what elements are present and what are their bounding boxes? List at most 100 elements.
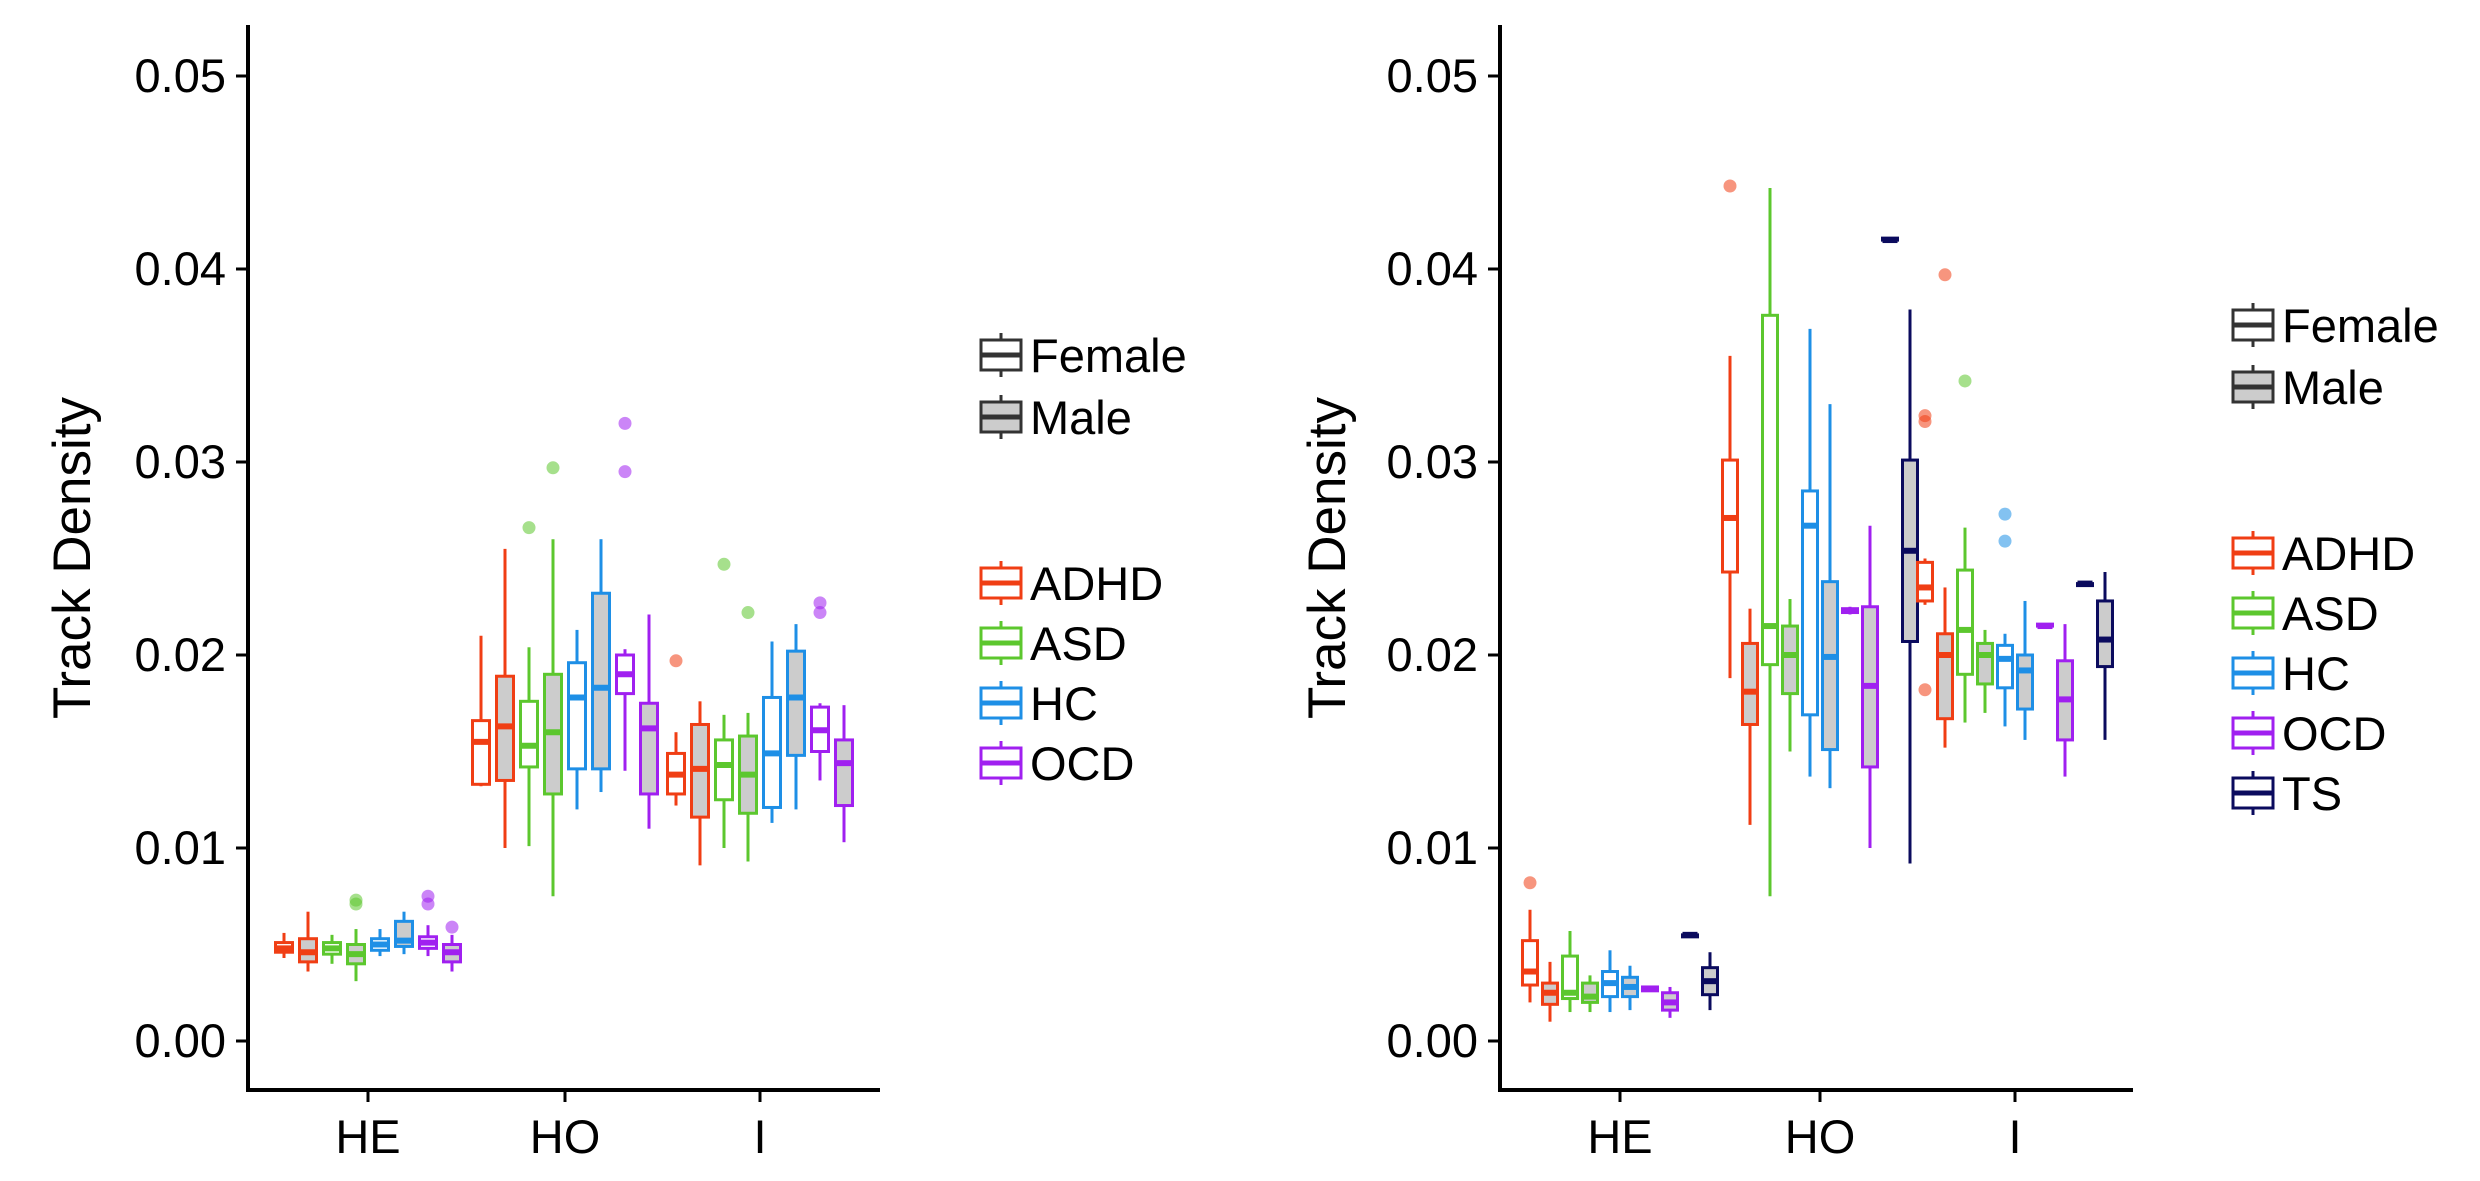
box-body (1996, 643, 2014, 690)
box-HO-ADHD-female (471, 635, 491, 787)
outlier-point (669, 654, 683, 668)
box-HO-HC-female (567, 629, 587, 810)
y-tick-label: 0.05 (135, 49, 226, 102)
legend-label-ocd: OCD (2282, 707, 2386, 760)
box-body (639, 701, 659, 796)
y-tick-label: 0.01 (1387, 821, 1478, 874)
box-body (1976, 641, 1994, 686)
legend-key-ocd (2231, 711, 2275, 755)
y-axis-title: Track Density (43, 397, 102, 719)
box-HO-ASD-female (519, 521, 539, 847)
outlier-point (1723, 179, 1737, 193)
box-HO-ASD-female (1761, 187, 1779, 897)
outlier-point (1958, 374, 1972, 388)
outlier-point (421, 889, 435, 903)
box-HE-ASD-female (1561, 930, 1579, 1013)
y-tick-label: 0.02 (1387, 628, 1478, 681)
box-body (1916, 560, 1934, 603)
box-I-ADHD-female (1916, 409, 1934, 697)
legend-key-female (2231, 303, 2275, 347)
box-HE-ASD-male (346, 893, 366, 982)
legend-label-asd: ASD (1030, 617, 1127, 670)
y-tick-label: 0.05 (1387, 49, 1478, 102)
box-I-OCD-female (810, 596, 830, 781)
box-body (567, 661, 587, 771)
box-body (1741, 641, 1759, 726)
box-body (1936, 632, 1954, 721)
box-HE-ADHD-male (298, 911, 318, 972)
y-tick-label: 0.04 (1387, 242, 1478, 295)
legend-label-ts: TS (2282, 767, 2342, 820)
box-I-HC-male (2016, 600, 2034, 740)
box-body (1956, 568, 1974, 676)
box-HO-OCD-male (639, 614, 659, 829)
box-HO-OCD-female (615, 416, 635, 771)
box-HO-TS-female (1881, 236, 1899, 244)
box-HO-ADHD-male (1741, 608, 1759, 825)
x-tick-label: I (753, 1110, 766, 1163)
outlier-point (1998, 507, 2012, 521)
outlier-point (717, 557, 731, 571)
outlier-point (618, 465, 632, 479)
box-I-OCD-female (2036, 622, 2054, 630)
x-tick-label: HE (335, 1110, 400, 1163)
outlier-point (813, 596, 827, 610)
box-I-HC-female (1996, 507, 2014, 727)
legend-key-ts (2231, 771, 2275, 815)
box-body (591, 591, 611, 771)
box-body (1561, 954, 1579, 1001)
y-tick-label: 0.04 (135, 242, 226, 295)
outlier-point (741, 606, 755, 620)
legend-key-hc (979, 681, 1023, 725)
box-HO-ASD-male (1781, 599, 1799, 752)
outlier-point (1938, 268, 1952, 282)
box-HE-OCD-male (1661, 986, 1679, 1018)
box-HE-ASD-male (1581, 975, 1599, 1013)
box-I-ADHD-male (690, 701, 710, 866)
y-axis-title: Track Density (1298, 397, 1357, 719)
box-HE-OCD-male (442, 920, 462, 972)
box-I-ASD-female (714, 557, 734, 848)
box-body (519, 699, 539, 769)
legend-label-hc: HC (2282, 647, 2350, 700)
outlier-point (546, 461, 560, 475)
legend-label-adhd: ADHD (1030, 557, 1163, 610)
box-body (1801, 489, 1819, 717)
box-HO-TS-male (1901, 309, 1919, 864)
box-body (714, 738, 734, 802)
legend-label-male: Male (2282, 361, 2384, 414)
legend-label-adhd: ADHD (2282, 527, 2415, 580)
outlier-point (1523, 876, 1537, 890)
legend-label-hc: HC (1030, 677, 1098, 730)
y-tick-label: 0.03 (135, 435, 226, 488)
box-HE-ASD-female (322, 934, 342, 964)
legend-key-male (2231, 365, 2275, 409)
box-I-HC-male (786, 624, 806, 810)
box-HE-HC-female (370, 929, 390, 957)
box-HO-HC-male (1821, 404, 1839, 789)
legend-label-ocd: OCD (1030, 737, 1134, 790)
outlier-point (618, 416, 632, 430)
box-body (834, 738, 854, 808)
legend-key-asd (979, 621, 1023, 665)
box-I-TS-female (2076, 580, 2094, 588)
box-HE-HC-male (1621, 965, 1639, 1011)
legend-label-female: Female (1030, 329, 1187, 382)
box-body (471, 719, 491, 786)
box-body (1821, 580, 1839, 752)
legend-key-female (979, 333, 1023, 377)
y-tick-label: 0.00 (135, 1014, 226, 1067)
box-HO-ASD-male (543, 461, 563, 897)
y-tick-label: 0.02 (135, 628, 226, 681)
box-HO-ADHD-male (495, 548, 515, 848)
box-HO-ADHD-female (1721, 179, 1739, 679)
x-tick-label: I (2008, 1110, 2021, 1163)
box-I-ADHD-female (666, 654, 686, 806)
box-HE-ADHD-male (1541, 961, 1559, 1022)
x-tick-label: HO (530, 1110, 601, 1163)
legend-key-hc (2231, 651, 2275, 695)
box-I-HC-female (762, 641, 782, 823)
box-I-OCD-male (2056, 624, 2074, 777)
y-tick-label: 0.00 (1387, 1014, 1478, 1067)
outlier-point (349, 893, 363, 907)
